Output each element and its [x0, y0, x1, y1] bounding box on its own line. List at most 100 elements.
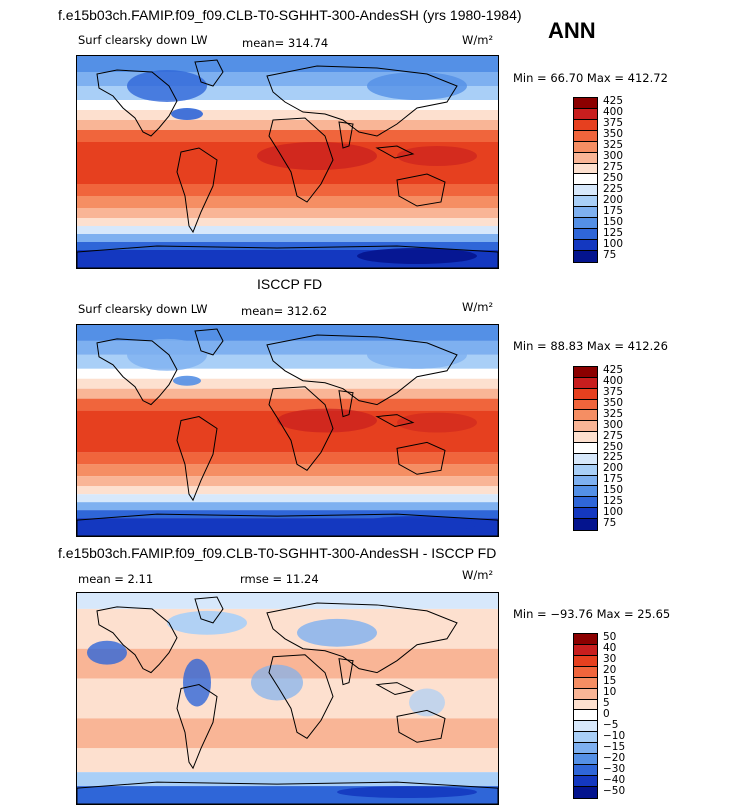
colorbar-tick-label: 250: [603, 440, 624, 453]
map-field-band: [77, 476, 498, 487]
panel1-map: [76, 55, 499, 269]
colorbar-tick-label: 400: [603, 106, 624, 119]
colorbar-swatch: [574, 464, 597, 476]
colorbar-swatch: [574, 634, 597, 645]
map-field-band: [77, 325, 498, 341]
colorbar-swatch: [574, 207, 597, 219]
colorbar-tick-label: 30: [603, 653, 617, 666]
colorbar-tick-label: −20: [603, 751, 626, 764]
panel1-minmax: Min = 66.70 Max = 412.72: [513, 71, 668, 85]
colorbar-swatch: [574, 130, 597, 142]
panel1-mean: mean= 314.74: [242, 36, 329, 50]
coastline: [375, 682, 415, 696]
colorbar-tick-label: 125: [603, 494, 624, 507]
colorbar-swatch: [574, 163, 597, 175]
colorbar-tick-label: 350: [603, 128, 624, 141]
coastline: [396, 709, 446, 743]
map-field-band: [77, 486, 498, 495]
colorbar-swatch: [574, 486, 597, 498]
map-field-region: [357, 516, 477, 533]
panel3-colorbar: [573, 633, 598, 799]
map-field-band: [77, 378, 498, 389]
colorbar-tick-label: 300: [603, 418, 624, 431]
panel1-variable: Surf clearsky down LW: [78, 33, 208, 47]
coastline: [268, 654, 334, 739]
colorbar-tick-label: −5: [603, 718, 619, 731]
colorbar-swatch: [574, 519, 597, 530]
colorbar-swatch: [574, 250, 597, 262]
panel1-colorbar: [573, 97, 598, 263]
colorbar-swatch: [574, 765, 597, 776]
coastline: [96, 338, 178, 406]
panel2-units: W/m²: [462, 300, 494, 314]
colorbar-tick-label: −10: [603, 729, 626, 742]
map-field-band: [77, 452, 498, 465]
coastline: [266, 602, 458, 674]
colorbar-swatch: [574, 174, 597, 186]
map-field-region: [357, 248, 477, 264]
panel3-rmse: rmse = 11.24: [240, 572, 319, 586]
colorbar-swatch: [574, 388, 597, 400]
coastline: [194, 328, 224, 356]
colorbar-swatch: [574, 239, 597, 251]
map-field-band: [77, 398, 498, 411]
coastline: [338, 121, 354, 149]
colorbar-tick-label: 300: [603, 150, 624, 163]
panel2-variable: Surf clearsky down LW: [78, 302, 208, 316]
colorbar-swatch: [574, 710, 597, 722]
map-field-region: [183, 658, 211, 707]
colorbar-tick-label: −50: [603, 784, 626, 797]
map-field-region: [167, 610, 247, 635]
map-field-band: [77, 110, 498, 120]
colorbar-tick-label: −40: [603, 773, 626, 786]
map-field-band: [77, 120, 498, 130]
panel2-title: ISCCP FD: [257, 276, 323, 292]
panel2-minmax: Min = 88.83 Max = 412.26: [513, 339, 668, 353]
colorbar-swatch: [574, 141, 597, 153]
main-title: f.e15b03ch.FAMIP.f09_f09.CLB-T0-SGHHT-30…: [58, 7, 522, 23]
map-field-region: [409, 688, 445, 717]
colorbar-tick-label: 200: [603, 193, 624, 206]
map-field-band: [77, 242, 498, 250]
colorbar-swatch: [574, 699, 597, 711]
panel2-mean: mean= 312.62: [241, 304, 328, 318]
colorbar-tick-label: 10: [603, 686, 617, 699]
colorbar-tick-label: 50: [603, 631, 617, 644]
coastline: [396, 441, 446, 475]
map-field-band: [77, 130, 498, 142]
coastline: [96, 69, 178, 137]
coastline: [176, 147, 218, 234]
coastline: [194, 596, 224, 624]
coastline: [396, 173, 446, 207]
panel3-units: W/m²: [462, 568, 494, 582]
colorbar-swatch: [574, 743, 597, 755]
colorbar-swatch: [574, 185, 597, 197]
coastline: [375, 414, 415, 428]
colorbar-swatch: [574, 732, 597, 744]
panel3-map: [76, 592, 499, 805]
coastline: [268, 386, 334, 471]
colorbar-swatch: [574, 108, 597, 120]
colorbar-swatch: [574, 775, 597, 787]
map-field-band: [77, 502, 498, 511]
coastline: [176, 684, 218, 770]
colorbar-swatch: [574, 367, 597, 378]
colorbar-tick-label: 125: [603, 226, 624, 239]
map-field-band: [77, 718, 498, 749]
colorbar-tick-label: 250: [603, 172, 624, 184]
coastline: [375, 145, 415, 159]
map-field-band: [77, 100, 498, 110]
colorbar-tick-label: 75: [603, 248, 617, 261]
colorbar-tick-label: 375: [603, 386, 624, 399]
colorbar-swatch: [574, 410, 597, 422]
colorbar-tick-label: 100: [603, 505, 624, 518]
panel3-minmax: Min = −93.76 Max = 25.65: [513, 607, 671, 621]
coastline: [266, 65, 458, 137]
panel3-title: f.e15b03ch.FAMIP.f09_f09.CLB-T0-SGHHT-30…: [58, 545, 497, 561]
map-field-band: [77, 56, 498, 72]
map-field-band: [77, 494, 498, 503]
map-field-band: [77, 234, 498, 242]
colorbar-swatch: [574, 432, 597, 444]
colorbar-tick-label: 425: [603, 364, 624, 377]
coastline: [266, 334, 458, 406]
